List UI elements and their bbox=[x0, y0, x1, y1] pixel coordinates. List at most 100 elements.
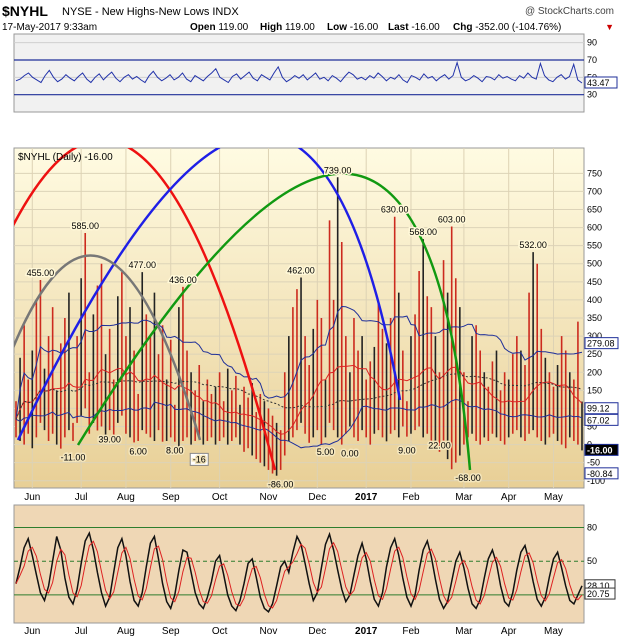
trough-label: 9.00 bbox=[398, 445, 416, 455]
peak-label: 532.00 bbox=[519, 240, 547, 250]
price-tick-label: 450 bbox=[587, 277, 602, 287]
x-tick-label: Dec bbox=[308, 626, 326, 637]
price-tick-label: 50 bbox=[587, 422, 597, 432]
value-tag-label: 67.02 bbox=[587, 415, 610, 425]
rsi-line bbox=[15, 60, 583, 84]
price-bars bbox=[15, 177, 583, 476]
cycle-arc-gray bbox=[14, 254, 202, 441]
price-tick-label: 550 bbox=[587, 241, 602, 251]
peak-label: 462.00 bbox=[287, 265, 315, 275]
peak-label: 585.00 bbox=[71, 221, 99, 231]
value-tag-box bbox=[584, 443, 619, 456]
x-tick-label: Apr bbox=[501, 492, 517, 503]
price-tick-label: 400 bbox=[587, 295, 602, 305]
x-tick-label: Mar bbox=[455, 626, 473, 637]
x-tick-label: Jun bbox=[24, 626, 40, 637]
rsi-last-tag bbox=[584, 76, 618, 89]
value-tag-box bbox=[584, 402, 619, 415]
rsi-tick-label: 90 bbox=[587, 38, 597, 48]
x-axis-bottom: Jun Jul Aug Sep Oct Nov Dec 2017 Feb Mar Apr May bbox=[24, 626, 563, 637]
lower-band-line bbox=[15, 398, 583, 449]
trough-labels: -11.00 39.00 6.00 8.00 -16 -86.00 5.00 0.00 9.00… bbox=[59, 433, 482, 491]
ohlc-item-chg: Chg -352.00 (-104.76%) bbox=[453, 22, 561, 33]
trough-label: 22.00 bbox=[428, 441, 451, 451]
trough-label: -11.00 bbox=[61, 453, 86, 463]
exchange-label: NYSE - New Highs-New Lows INDX bbox=[62, 6, 239, 18]
x-tick-label: Sep bbox=[162, 492, 180, 503]
trough-label: 5.00 bbox=[317, 447, 335, 457]
stochastic-d-line bbox=[15, 540, 583, 609]
stochastic-last-value: 28.10 bbox=[587, 581, 610, 591]
ohlc-item-open: Open 119.00 bbox=[190, 22, 249, 33]
stochastic-tick-label: 50 bbox=[587, 556, 597, 566]
ohlc-readout: Open 119.00 High 119.00 Low -16.00 Last -16… bbox=[190, 22, 561, 33]
stochastic-last-value: 20.75 bbox=[587, 589, 610, 599]
price-tick-label: -100 bbox=[587, 476, 605, 486]
price-tick-label: 350 bbox=[587, 313, 602, 323]
x-tick-label: Aug bbox=[117, 492, 135, 503]
ohlc-item-low: Low -16.00 bbox=[327, 22, 379, 33]
x-tick-label: 2017 bbox=[355, 492, 378, 503]
stochastic-last-tag bbox=[584, 587, 616, 600]
trough-label: 39.00 bbox=[98, 434, 121, 444]
trough-label: -16 bbox=[193, 454, 206, 464]
peak-label: 455.00 bbox=[27, 268, 55, 278]
value-tag-label: 279.08 bbox=[587, 339, 615, 349]
price-tick-label: 150 bbox=[587, 385, 602, 395]
rsi-last-value: 43.47 bbox=[587, 78, 610, 88]
main-panel-title: $NYHL (Daily) -16.00 bbox=[18, 152, 113, 163]
stochastic-tick-label: 80 bbox=[587, 522, 597, 532]
stochastic-k-line bbox=[15, 530, 583, 613]
value-tag-label: 99.12 bbox=[587, 404, 610, 414]
trough-label: 8.00 bbox=[166, 446, 184, 456]
datetime-label: 17-May-2017 9:33am bbox=[2, 22, 97, 33]
x-tick-label: Feb bbox=[402, 626, 420, 637]
trough-label: 6.00 bbox=[129, 446, 147, 456]
price-tick-label: -50 bbox=[587, 458, 600, 468]
cycle-arc-green bbox=[76, 172, 472, 471]
moving-average-slow bbox=[15, 373, 583, 420]
x-tick-label: Jul bbox=[75, 492, 88, 503]
trough-label-box bbox=[189, 452, 209, 466]
x-tick-label: Mar bbox=[455, 492, 473, 503]
rsi-tick-label: 30 bbox=[587, 90, 597, 100]
peak-label: 568.00 bbox=[409, 227, 437, 237]
watermark: @ StockCharts.com bbox=[525, 6, 614, 17]
rsi-axis: 9070503043.47 bbox=[584, 38, 618, 100]
x-tick-label: Oct bbox=[212, 492, 228, 503]
trough-label: 0.00 bbox=[341, 449, 359, 459]
rsi-panel bbox=[13, 33, 585, 113]
x-tick-label: Feb bbox=[402, 492, 420, 503]
peak-label: 477.00 bbox=[128, 260, 156, 270]
trough-label: -86.00 bbox=[268, 480, 294, 490]
value-tag-label: -80.84 bbox=[587, 469, 613, 479]
peak-labels: 455.00 585.00 477.00 436.00 462.00 739.00 630.… bbox=[25, 164, 548, 287]
x-tick-label: Oct bbox=[212, 626, 228, 637]
value-tag-label: -16.00 bbox=[587, 445, 613, 455]
moving-average-fast bbox=[15, 364, 583, 435]
x-axis-main: Jun Jul Aug Sep Oct Nov Dec 2017 Feb Mar Apr May bbox=[24, 492, 563, 503]
ohlc-item-last: Last -16.00 bbox=[388, 22, 440, 33]
price-tick-label: 500 bbox=[587, 259, 602, 269]
value-tag-box bbox=[584, 413, 619, 426]
x-tick-label: Apr bbox=[501, 626, 517, 637]
x-tick-label: May bbox=[544, 492, 563, 503]
x-tick-label: Jul bbox=[75, 626, 88, 637]
value-tag-box bbox=[584, 467, 619, 480]
peak-label: 436.00 bbox=[169, 275, 197, 285]
price-tick-label: 300 bbox=[587, 331, 602, 341]
price-tick-label: 250 bbox=[587, 349, 602, 359]
x-tick-label: May bbox=[544, 626, 563, 637]
rsi-grid bbox=[14, 42, 584, 96]
peak-label: 630.00 bbox=[381, 205, 409, 215]
price-axis: 7507006506005505004504003503002502001501… bbox=[587, 168, 605, 485]
price-tick-label: 200 bbox=[587, 367, 602, 377]
cycle-arc-red bbox=[14, 148, 277, 471]
price-tick-label: 650 bbox=[587, 204, 602, 214]
value-tag-box bbox=[584, 337, 619, 350]
price-tick-label: 700 bbox=[587, 186, 602, 196]
peak-label: 739.00 bbox=[324, 165, 352, 175]
